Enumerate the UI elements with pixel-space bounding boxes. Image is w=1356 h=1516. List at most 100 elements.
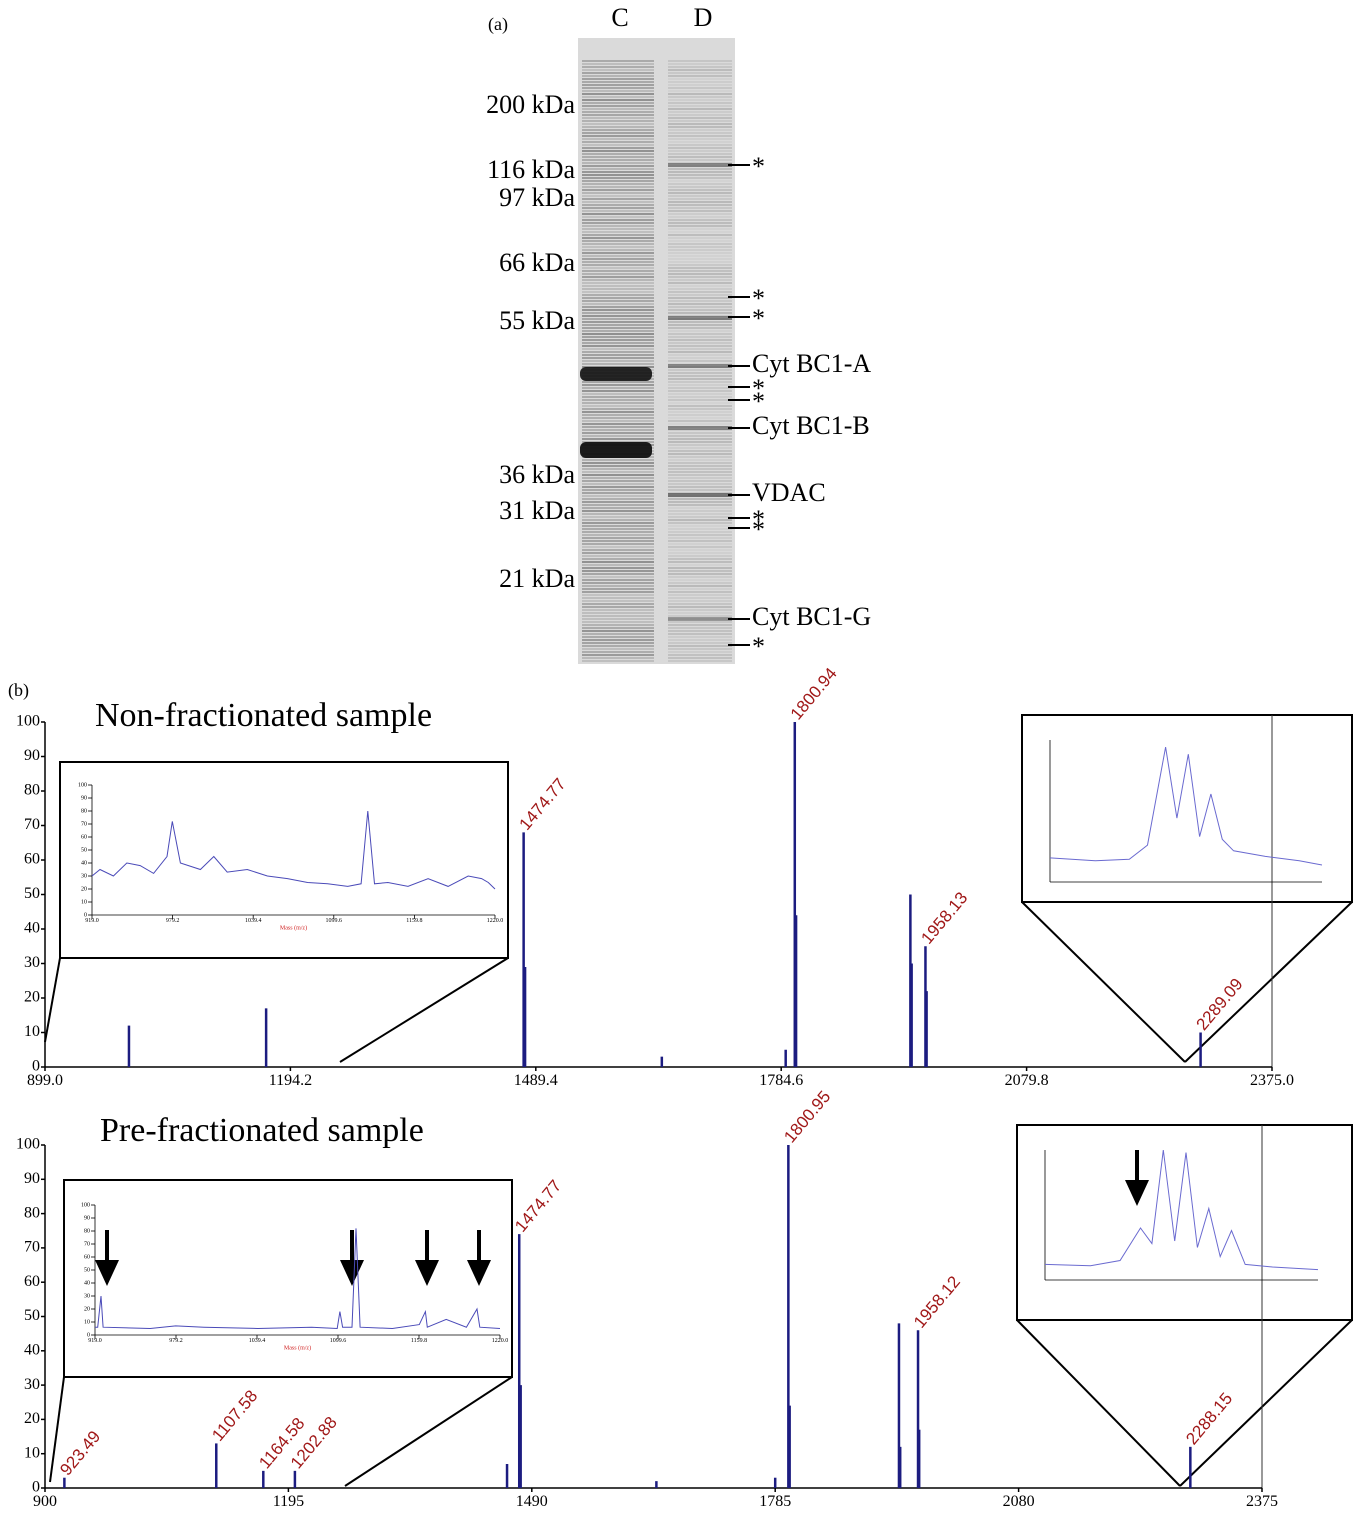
annotation-label: * [752, 152, 765, 181]
spectrum-line [91, 810, 496, 890]
gel-band [668, 324, 732, 326]
arrow [415, 1230, 439, 1286]
gel-band [582, 177, 654, 179]
y-tick-label: 40 [24, 920, 40, 937]
gel-band [582, 135, 654, 137]
gel-band [668, 633, 732, 635]
gel-band [582, 306, 654, 308]
inset-frame [1016, 1124, 1353, 1321]
gel-band [668, 222, 732, 224]
y-tick-label: 90 [81, 795, 87, 801]
gel-band [668, 87, 732, 89]
gel-band [582, 432, 654, 434]
gel-band [668, 240, 732, 242]
gel-band [582, 315, 654, 317]
gel-band [582, 609, 654, 611]
x-tick-label: 2080 [1003, 1493, 1035, 1510]
x-tick-label: 1784.6 [759, 1072, 803, 1089]
gel-band [582, 327, 654, 329]
gel-band [668, 606, 732, 608]
gel-band [582, 429, 654, 431]
gel-band [668, 432, 732, 434]
gel-band [668, 342, 732, 344]
peak-label: 1800.95 [780, 1087, 834, 1146]
gel-band [582, 510, 654, 512]
gel-band [582, 408, 654, 410]
inset-frame [63, 1179, 513, 1378]
gel-band [668, 438, 732, 440]
y-tick-label: 80 [24, 1204, 40, 1221]
gel-band [582, 204, 654, 206]
annotation-label: VDAC [752, 478, 826, 507]
zoom-line [344, 1376, 513, 1487]
gel-band [582, 504, 654, 506]
gel-band [668, 531, 732, 533]
gel-band [668, 210, 732, 212]
y-tick-label: 70 [81, 821, 87, 827]
gel-band [582, 612, 654, 614]
gel-band [668, 219, 732, 221]
gel-band [582, 534, 654, 536]
gel-band [668, 111, 732, 113]
gel-band [582, 630, 654, 632]
gel-band [582, 270, 654, 272]
gel-band [668, 321, 732, 323]
gel-band [668, 543, 732, 545]
marker-label: 31 kDa [499, 496, 575, 525]
y-tick-label: 0 [87, 1332, 90, 1338]
gel-band [582, 393, 654, 395]
gel-band [668, 459, 732, 461]
gel-band [668, 186, 732, 188]
annotation-label: Cyt BC1-B [752, 411, 870, 440]
gel-band [668, 105, 732, 107]
annotation-label: Cyt BC1-A [752, 349, 871, 378]
inset-frame [1021, 714, 1353, 903]
gel-band [582, 459, 654, 461]
gel-band [668, 207, 732, 209]
gel-band [582, 354, 654, 356]
gel-band [582, 159, 654, 161]
x-tick-label: 2079.8 [1005, 1072, 1049, 1089]
gel-band [668, 309, 732, 311]
gel-band [582, 357, 654, 359]
gel-band [582, 207, 654, 209]
gel-band [668, 618, 732, 620]
gel-band [582, 312, 654, 314]
chart-title: Non-fractionated sample [95, 697, 432, 734]
y-tick-label: 10 [81, 899, 87, 905]
x-tick-label: 919.0 [88, 1338, 102, 1344]
marker-label: 66 kDa [499, 248, 575, 277]
gel-band [582, 60, 654, 62]
gel-band [582, 201, 654, 203]
gel-band [668, 252, 732, 254]
gel-band [668, 609, 732, 611]
gel-band [668, 333, 732, 335]
gel-band [668, 489, 732, 491]
y-tick-label: 80 [81, 808, 87, 814]
gel-band [582, 462, 654, 464]
gel-band [668, 225, 732, 227]
gel-band [668, 435, 732, 437]
gel-band [668, 273, 732, 275]
arrow [467, 1230, 491, 1286]
gel-band [668, 603, 732, 605]
gel-band [582, 126, 654, 128]
gel-band [668, 291, 732, 293]
gel-band [582, 645, 654, 647]
gel-band [668, 75, 732, 77]
gel-band [582, 162, 654, 164]
gel-band [582, 258, 654, 260]
gel-band [668, 201, 732, 203]
arrows [95, 1150, 1149, 1286]
gel-band [582, 531, 654, 533]
gel-band [668, 93, 732, 95]
gel-band [582, 300, 654, 302]
gel-band [582, 285, 654, 287]
gel-band [668, 249, 732, 251]
marker-label: 21 kDa [499, 564, 575, 593]
gel-band [668, 402, 732, 404]
gel-band [668, 576, 732, 578]
gel-band [582, 120, 654, 122]
gel-band [668, 444, 732, 446]
gel-band [582, 552, 654, 554]
